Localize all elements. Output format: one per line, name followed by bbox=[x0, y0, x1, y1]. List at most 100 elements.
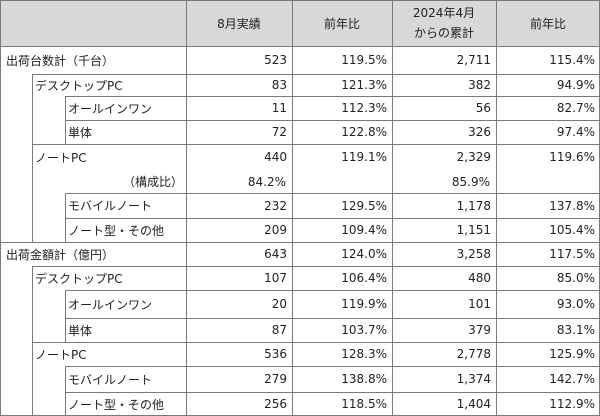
grid-line bbox=[65, 392, 600, 393]
cell-cumulative: 2,711 bbox=[456, 53, 491, 67]
grid-line bbox=[0, 242, 600, 243]
cell-monthly: 11 bbox=[271, 101, 287, 115]
grid-line bbox=[65, 96, 600, 97]
cell-yoy: 103.7% bbox=[341, 323, 387, 337]
cell-cumulative: 56 bbox=[475, 101, 491, 115]
cell-cum-yoy: 97.4% bbox=[556, 125, 595, 139]
cell-yoy: 119.1% bbox=[341, 150, 387, 164]
header-yoy: 前年比 bbox=[292, 0, 392, 46]
grid-line bbox=[65, 120, 600, 121]
grid-line bbox=[65, 290, 66, 342]
row-label: オールインワン bbox=[68, 297, 153, 312]
cell-cumulative: 379 bbox=[468, 323, 491, 337]
cell-yoy: 124.0% bbox=[341, 247, 387, 261]
cell-cumulative: 1,404 bbox=[456, 397, 491, 411]
row-label: デスクトップPC bbox=[35, 271, 123, 286]
cell-monthly: 209 bbox=[264, 223, 287, 237]
cell-monthly: 87 bbox=[271, 323, 287, 337]
cell-cumulative: 382 bbox=[468, 78, 491, 92]
grid-line bbox=[65, 193, 66, 242]
cell-cumulative: 101 bbox=[468, 297, 491, 311]
cell-yoy: 119.9% bbox=[341, 297, 387, 311]
cell-cum-yoy: 125.9% bbox=[549, 347, 595, 361]
cell-cumulative: 1,374 bbox=[456, 372, 491, 386]
cell-cumulative: 2,778 bbox=[456, 347, 491, 361]
cell-cum-yoy: 119.6% bbox=[549, 150, 595, 164]
cell-cum-yoy: 142.7% bbox=[549, 372, 595, 386]
cell-cum-yoy: 93.0% bbox=[556, 297, 595, 311]
cell-cumulative: 1,178 bbox=[456, 198, 491, 213]
cell-cum-yoy: 112.9% bbox=[549, 397, 595, 411]
cell-cum-yoy: 115.4% bbox=[549, 53, 595, 67]
cell-monthly: 84.2% bbox=[247, 174, 286, 189]
cell-cum-yoy: 94.9% bbox=[556, 78, 595, 92]
row-label: 単体 bbox=[68, 125, 93, 140]
cell-monthly: 20 bbox=[271, 297, 287, 311]
cell-cumulative: 480 bbox=[468, 271, 491, 285]
grid-line bbox=[65, 290, 600, 291]
cell-monthly: 279 bbox=[264, 372, 287, 386]
cell-cum-yoy: 117.5% bbox=[549, 247, 595, 261]
cell-yoy: 112.3% bbox=[341, 101, 387, 115]
header-cumulative: 2024年4月 からの累計 bbox=[392, 0, 496, 46]
grid-line bbox=[32, 266, 33, 416]
cell-yoy: 122.8% bbox=[341, 125, 387, 139]
cell-cum-yoy: 83.1% bbox=[556, 323, 595, 337]
grid-line bbox=[32, 342, 600, 343]
cell-monthly: 232 bbox=[264, 198, 287, 213]
row-label: 単体 bbox=[68, 323, 93, 338]
cell-yoy: 121.3% bbox=[341, 78, 387, 92]
cell-yoy bbox=[292, 170, 392, 193]
cell-cumulative: 85.9% bbox=[451, 174, 490, 189]
grid-line bbox=[65, 366, 66, 416]
cell-monthly: 107 bbox=[264, 271, 287, 285]
cell-yoy: 109.4% bbox=[341, 223, 387, 237]
cell-monthly: 523 bbox=[264, 53, 287, 67]
cell-monthly: 440 bbox=[264, 150, 287, 164]
grid-line bbox=[32, 266, 600, 267]
cell-yoy: 118.5% bbox=[341, 397, 387, 411]
cell-monthly: 83 bbox=[271, 78, 287, 92]
grid-line bbox=[65, 193, 600, 194]
grid-line bbox=[392, 0, 393, 416]
cell-cumulative: 3,258 bbox=[456, 247, 491, 261]
grid-line bbox=[0, 0, 600, 1]
grid-line bbox=[496, 0, 497, 416]
grid-line bbox=[186, 0, 187, 416]
header-cum-yoy: 前年比 bbox=[496, 0, 600, 46]
cell-monthly: 72 bbox=[271, 125, 287, 139]
row-label: ノート型・その他 bbox=[68, 223, 165, 238]
cell-yoy: 106.4% bbox=[341, 271, 387, 285]
grid-line bbox=[65, 96, 66, 144]
row-label: オールインワン bbox=[68, 101, 153, 116]
cell-cumulative: 326 bbox=[468, 125, 491, 139]
grid-line bbox=[32, 74, 33, 242]
cell-yoy: 138.8% bbox=[341, 372, 387, 386]
cell-yoy: 119.5% bbox=[341, 53, 387, 67]
grid-line bbox=[65, 318, 600, 319]
cell-yoy: 129.5% bbox=[341, 198, 387, 213]
cell-cum-yoy bbox=[496, 170, 600, 193]
header-cumulative-line2: からの累計 bbox=[413, 26, 474, 40]
row-label: 出荷金額計（億円） bbox=[6, 247, 115, 262]
cell-cum-yoy: 137.8% bbox=[549, 198, 595, 213]
grid-line bbox=[32, 144, 600, 145]
row-label: ノートPC bbox=[35, 150, 87, 165]
grid-line bbox=[0, 0, 1, 416]
cell-cum-yoy: 82.7% bbox=[556, 101, 595, 115]
cell-monthly: 256 bbox=[264, 397, 287, 411]
row-label: ノート型・その他 bbox=[68, 397, 165, 412]
row-label: （構成比） bbox=[123, 175, 184, 189]
cell-cum-yoy: 85.0% bbox=[556, 271, 595, 285]
row-label: モバイルノート bbox=[68, 372, 153, 387]
cell-cumulative: 1,151 bbox=[456, 223, 491, 237]
header-corner bbox=[0, 0, 186, 46]
grid-line bbox=[0, 46, 600, 47]
grid-line bbox=[65, 366, 600, 367]
grid-line bbox=[32, 74, 600, 75]
cell-monthly: 643 bbox=[264, 247, 287, 261]
row-label: 出荷台数計（千台） bbox=[6, 53, 115, 68]
row-label: モバイルノート bbox=[68, 199, 153, 213]
cell-cumulative: 2,329 bbox=[456, 150, 491, 164]
